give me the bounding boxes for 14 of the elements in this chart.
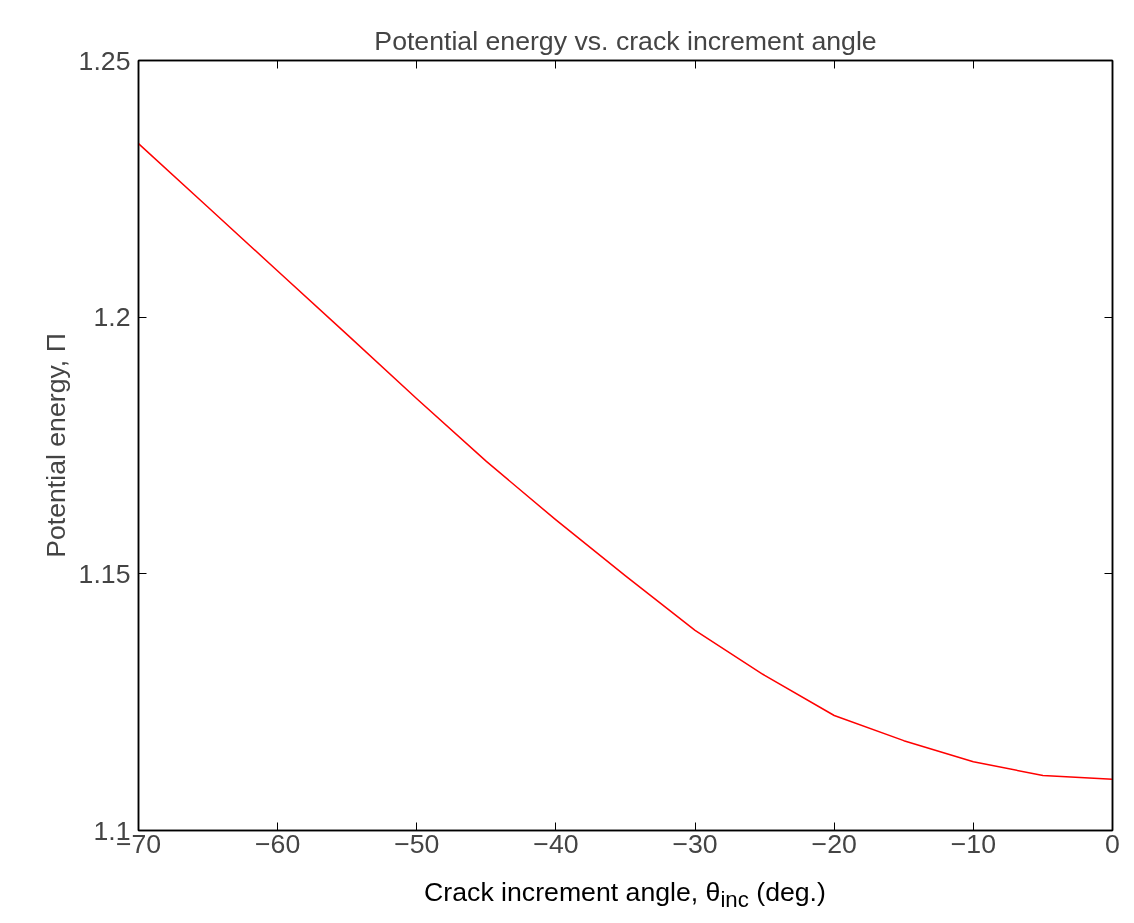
x-tick-label: 0 (1105, 828, 1120, 859)
x-tick-label: −30 (672, 828, 718, 859)
x-tick-label: −50 (394, 828, 440, 859)
x-tick-label: −60 (255, 828, 301, 859)
y-tick-label: 1.25 (78, 45, 131, 76)
y-tick-label: 1.15 (78, 558, 131, 589)
x-axis-title: Crack increment angle, θ$_{inc}$ (deg.) (423, 876, 827, 915)
line-series (138, 142, 1113, 780)
x-tick-label: −10 (950, 828, 996, 859)
x-tick-label: −40 (533, 828, 579, 859)
y-axis-title: Potential energy, Π (40, 333, 71, 558)
chart-title: Potential energy vs. crack increment angle (374, 25, 877, 56)
x-tick-label: −20 (811, 828, 857, 859)
y-tick-label: 1.2 (93, 302, 131, 333)
